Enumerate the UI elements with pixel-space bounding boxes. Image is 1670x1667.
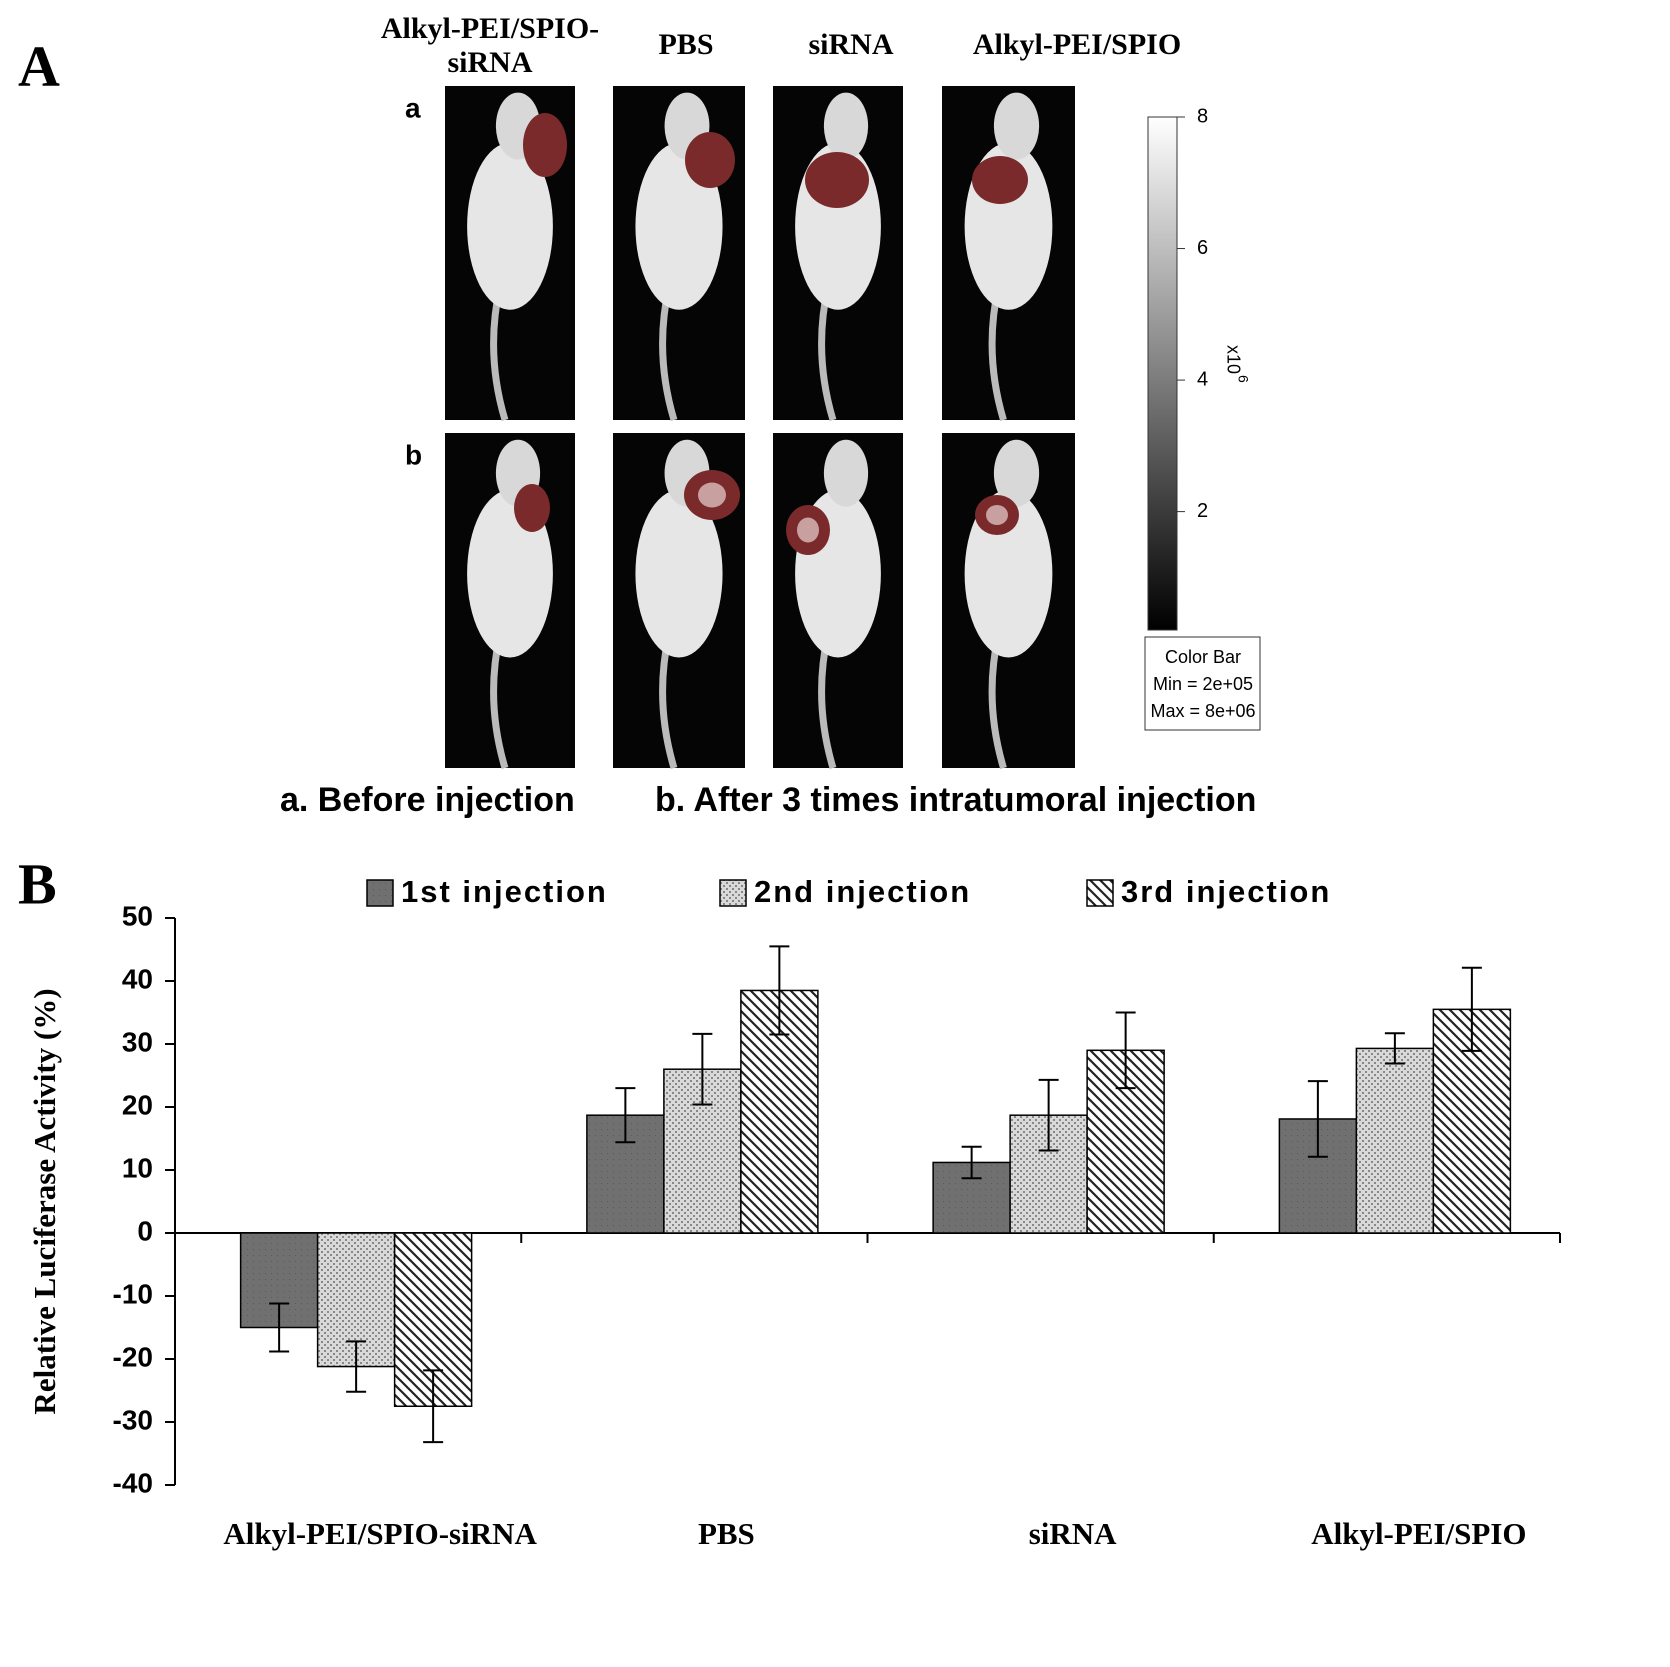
y-tick-label: -10 — [113, 1278, 153, 1309]
colorbar-tick-label: 6 — [1197, 237, 1208, 259]
legend-label: 2nd injection — [754, 874, 971, 909]
tumor-signal — [972, 156, 1028, 204]
y-tick-label: 40 — [122, 963, 153, 994]
colorbar-tick-label: 2 — [1197, 500, 1208, 522]
colorbar-box-line: Max = 8e+06 — [1150, 701, 1255, 721]
column-label: PBS — [658, 28, 714, 61]
legend-label: 3rd injection — [1121, 874, 1331, 909]
multiplier-exponent: 6 — [1235, 375, 1251, 383]
y-tick-label: -40 — [113, 1467, 153, 1498]
colorbar-box — [1144, 636, 1261, 731]
error-bar — [1307, 1080, 1328, 1158]
multiplier-base: x10 — [1223, 345, 1243, 374]
mouse-image — [445, 433, 575, 770]
panel-label: A — [18, 33, 60, 98]
row-label: a — [405, 92, 421, 123]
column-label: Alkyl-PEI/SPIO-siRNA — [380, 12, 600, 79]
error-bar — [269, 1302, 290, 1353]
tumor-core — [797, 517, 819, 543]
error-bar — [615, 1087, 636, 1144]
mouse-image — [613, 86, 745, 422]
bar — [1355, 1047, 1435, 1234]
y-tick-label: 10 — [122, 1152, 153, 1183]
y-axis-label: Relative Luciferase Activity (%) — [27, 988, 62, 1414]
caption: a. Before injection — [280, 781, 575, 819]
legend-swatch — [366, 879, 394, 907]
y-tick-label: -20 — [113, 1341, 153, 1372]
x-tick-label: siRNA — [1029, 1516, 1117, 1551]
y-tick-label: -30 — [113, 1404, 153, 1435]
x-tick-label: PBS — [698, 1516, 755, 1551]
tumor-core — [986, 505, 1008, 525]
error-bar — [692, 1032, 713, 1106]
column-label: siRNA — [808, 28, 894, 61]
colorbar-tick-label: 4 — [1197, 368, 1208, 390]
mouse-head — [993, 439, 1040, 507]
error-bar — [769, 945, 790, 1036]
x-tick-label: Alkyl-PEI/SPIO — [1311, 1516, 1526, 1551]
tumor-signal — [514, 484, 550, 532]
panel-label: B — [18, 851, 57, 916]
mouse-body — [467, 142, 553, 310]
column-label: Alkyl-PEI/SPIO — [972, 28, 1182, 61]
error-bar — [1115, 1011, 1136, 1090]
tumor-core — [698, 482, 726, 508]
legend-swatch — [1086, 879, 1114, 907]
mouse-image — [942, 433, 1075, 770]
error-bar — [423, 1369, 444, 1444]
tumor-signal — [805, 152, 869, 208]
y-tick-label: 30 — [122, 1026, 153, 1057]
row-label: b — [405, 439, 422, 470]
colorbar-tick-label: 8 — [1197, 105, 1208, 127]
tumor-signal — [685, 132, 735, 188]
mouse-image — [942, 86, 1075, 422]
mouse-head — [823, 92, 869, 160]
legend-label: 1st injection — [401, 874, 608, 909]
error-bar — [961, 1145, 982, 1180]
mouse-head — [993, 92, 1040, 160]
colorbar-box-line: Min = 2e+05 — [1153, 674, 1253, 694]
colorbar — [1147, 116, 1178, 631]
tumor-signal — [523, 113, 567, 177]
error-bar — [1038, 1078, 1059, 1152]
error-bar — [1461, 966, 1482, 1052]
legend-swatch — [719, 879, 747, 907]
mouse-head — [823, 439, 869, 507]
mouse-body — [635, 489, 723, 658]
y-tick-label: 20 — [122, 1089, 153, 1120]
colorbar-box-line: Color Bar — [1165, 647, 1241, 667]
mouse-image — [773, 433, 903, 770]
mouse-image — [773, 86, 903, 422]
x-tick-label: Alkyl-PEI/SPIO-siRNA — [223, 1516, 537, 1551]
error-bar — [346, 1340, 367, 1393]
mouse-image — [613, 433, 745, 770]
y-tick-label: 0 — [137, 1215, 153, 1246]
caption: b. After 3 times intratumoral injection — [655, 781, 1256, 819]
error-bar — [1384, 1032, 1405, 1065]
mouse-image — [445, 86, 575, 422]
y-tick-label: 50 — [122, 900, 153, 931]
